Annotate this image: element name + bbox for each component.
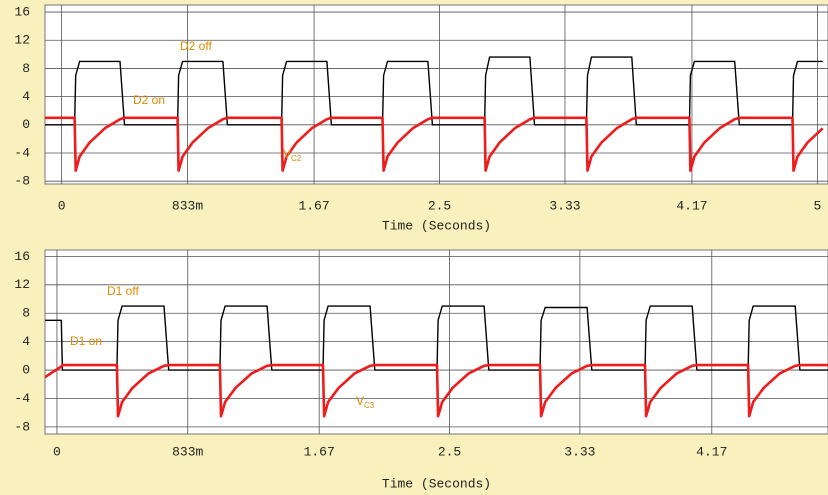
- x-tick-label: 4.17: [676, 198, 707, 213]
- x-tick-label: 2.5: [428, 198, 451, 213]
- annotation-text: D2 off: [180, 39, 212, 53]
- y-tick-label: 8: [22, 306, 30, 321]
- x-tick-label: 5: [814, 198, 822, 213]
- annotation: D2 off: [180, 39, 212, 53]
- annotation: VC2: [283, 147, 302, 163]
- y-tick-label: 0: [22, 117, 30, 132]
- y-tick-label: 12: [14, 33, 30, 48]
- series-line: [45, 56, 823, 126]
- annotation: VC3: [356, 394, 375, 410]
- x-tick-label: 1.67: [298, 198, 329, 213]
- x-tick-label: 3.33: [564, 444, 595, 459]
- x-tick-label: 0: [53, 444, 61, 459]
- y-tick-label: 8: [22, 61, 30, 76]
- annotation-subscript: C2: [291, 154, 302, 163]
- series-line: [45, 116, 824, 172]
- y-tick-label: 12: [14, 277, 30, 292]
- annotation-text: D2 on: [133, 93, 165, 107]
- annotation: D1 on: [70, 334, 102, 348]
- annotation-text: V: [356, 394, 364, 408]
- annotation-text: D1 off: [107, 284, 139, 298]
- x-tick-label: 4.17: [696, 444, 727, 459]
- series-group: [45, 305, 828, 418]
- x-tick-label: 3.33: [549, 198, 580, 213]
- series-line: [45, 305, 828, 371]
- annotation-text: D1 on: [70, 334, 102, 348]
- x-tick-label: 1.67: [304, 444, 335, 459]
- x-axis-label: Time (Seconds): [382, 218, 491, 233]
- annotation-text: V: [283, 147, 291, 161]
- x-tick-label: 0: [58, 198, 66, 213]
- annotation: D2 on: [133, 93, 165, 107]
- x-tick-label: 2.5: [438, 444, 461, 459]
- x-tick-label: 833m: [172, 198, 203, 213]
- y-tick-label: 0: [22, 362, 30, 377]
- y-tick-label: 4: [22, 89, 30, 104]
- y-tick-label: 16: [14, 249, 30, 264]
- y-tick-label: -4: [14, 145, 30, 160]
- annotation-subscript: C3: [364, 401, 375, 410]
- y-tick-label: 4: [22, 334, 30, 349]
- series-group: [45, 56, 824, 172]
- y-tick-label: 16: [14, 4, 30, 19]
- x-axis-label: Time (Seconds): [382, 476, 491, 491]
- x-tick-label: 833m: [172, 444, 203, 459]
- y-tick-label: -8: [14, 174, 30, 189]
- y-tick-label: -8: [14, 419, 30, 434]
- annotation: D1 off: [107, 284, 139, 298]
- series-line: [45, 363, 828, 418]
- y-tick-label: -4: [14, 391, 30, 406]
